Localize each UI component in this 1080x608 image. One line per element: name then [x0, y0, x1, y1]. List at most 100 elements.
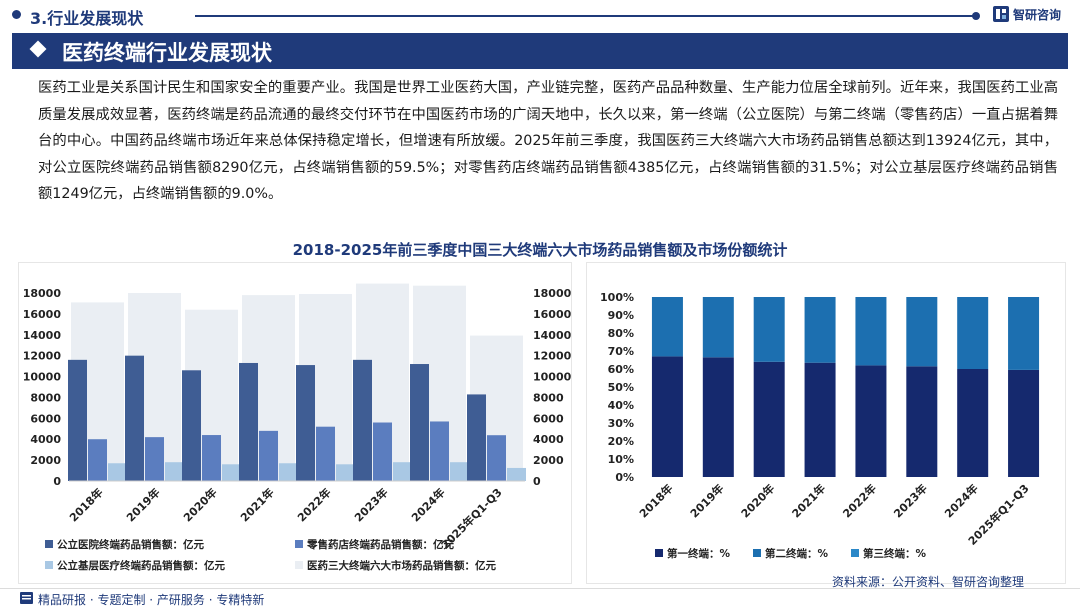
- bar-grassroots: [222, 464, 241, 481]
- bar-hospital: [467, 394, 486, 481]
- x-tick-label: 2021年: [789, 481, 828, 520]
- legend-swatch: [45, 561, 53, 569]
- x-tick-label: 2022年: [840, 481, 879, 520]
- legend-label: 第二终端：%: [765, 547, 828, 560]
- x-tick-label: 2023年: [891, 481, 930, 520]
- x-tick-label: 2024年: [408, 485, 447, 524]
- y-tick-label: 20%: [608, 435, 634, 448]
- x-tick-label: 2021年: [237, 485, 276, 524]
- sales-bar-chart: 0 0 2000 2000 4000 4000 6000 6000 8000 8000 10000 1…: [23, 283, 572, 572]
- y-tick-label-left: 16000: [23, 308, 62, 321]
- y-tick-label: 70%: [608, 345, 634, 358]
- chart-title: 2018-2025年前三季度中国三大终端六大市场药品销售额及市场份额统计: [292, 241, 788, 259]
- x-tick-label: 2018年: [636, 481, 675, 520]
- legend-label: 公立医院终端药品销售额：亿元: [57, 538, 204, 551]
- bar-hospital: [296, 365, 315, 481]
- y-tick-label-right: 0: [533, 475, 541, 488]
- bar-retail: [145, 437, 164, 481]
- y-tick-label-right: 14000: [533, 329, 571, 342]
- bar-hospital: [125, 355, 144, 481]
- legend-label: 第一终端：%: [667, 547, 730, 560]
- stacked-segment: [855, 365, 887, 477]
- y-tick-label: 10%: [608, 453, 634, 466]
- y-tick-label-left: 18000: [23, 287, 62, 300]
- y-tick-label-left: 12000: [23, 350, 62, 363]
- stacked-segment: [753, 361, 785, 477]
- y-tick-label-right: 18000: [533, 287, 571, 300]
- brand-name: 智研咨询: [1013, 8, 1062, 22]
- top-header: 3.行业发展现状 智研咨询: [0, 0, 1080, 30]
- stacked-segment: [702, 357, 734, 477]
- y-tick-label: 50%: [608, 381, 634, 394]
- legend-swatch: [753, 549, 761, 557]
- y-tick-label: 80%: [608, 327, 634, 340]
- legend-swatch: [851, 549, 859, 557]
- diamond-icon: [29, 40, 47, 58]
- bar-hospital: [353, 359, 372, 481]
- bar-hospital: [182, 370, 201, 481]
- y-tick-label-left: 0: [53, 475, 61, 488]
- stacked-segment: [957, 369, 989, 477]
- source-note: 资料来源：公开资料、智研咨询整理: [832, 575, 1025, 589]
- x-tick-label: 2024年: [941, 481, 980, 520]
- y-tick-label-left: 4000: [30, 433, 61, 446]
- x-tick-label: 2018年: [66, 485, 105, 524]
- bar-retail: [316, 426, 335, 481]
- stacked-segment: [855, 297, 887, 366]
- y-tick-label-right: 2000: [533, 454, 564, 467]
- stacked-segment: [804, 362, 836, 477]
- section-bullet-icon: [12, 10, 21, 19]
- y-tick-label-left: 10000: [23, 371, 62, 384]
- stacked-segment: [753, 297, 785, 362]
- y-tick-label-left: 2000: [30, 454, 61, 467]
- y-tick-label-right: 4000: [533, 433, 564, 446]
- stacked-segment: [906, 297, 938, 367]
- intro-paragraph: 医药工业是关系国计民生和国家安全的重要产业。我国是世界工业医药大国，产业链完整，…: [38, 80, 1058, 202]
- share-chart-panel: 0% 10% 20% 30% 40% 50% 60% 70% 80% 90% 100% 2018年 20…: [586, 262, 1066, 584]
- x-tick-label: 2020年: [180, 485, 219, 524]
- x-tick-label: 2022年: [294, 485, 333, 524]
- legend-swatch: [295, 561, 303, 569]
- stacked-segment: [804, 297, 836, 363]
- bar-grassroots: [279, 463, 298, 481]
- legend-swatch: [655, 549, 663, 557]
- x-tick-label: 2020年: [738, 481, 777, 520]
- bar-retail: [430, 421, 449, 481]
- stacked-segment: [702, 297, 734, 358]
- bar-retail: [88, 439, 107, 481]
- legend-label: 公立基层医疗终端药品销售额：亿元: [57, 559, 225, 572]
- share-stacked-bar-chart: 0% 10% 20% 30% 40% 50% 60% 70% 80% 90% 100% 2018年 20…: [600, 291, 1040, 560]
- bar-grassroots: [450, 462, 469, 481]
- stacked-segment: [906, 366, 938, 477]
- bar-grassroots: [393, 462, 412, 481]
- y-tick-label: 100%: [600, 291, 634, 304]
- bar-grassroots: [336, 464, 355, 481]
- section-title: 3.行业发展现状: [30, 9, 144, 28]
- y-tick-label-left: 8000: [30, 391, 61, 404]
- y-tick-label-left: 6000: [30, 412, 61, 425]
- sales-chart-panel: 0 0 2000 2000 4000 4000 6000 6000 8000 8000 10000 1…: [18, 262, 572, 584]
- stacked-segment: [1008, 369, 1040, 477]
- y-tick-label-right: 12000: [533, 350, 571, 363]
- bar-hospital: [68, 359, 87, 481]
- y-tick-label-right: 8000: [533, 391, 564, 404]
- y-tick-label-right: 16000: [533, 308, 571, 321]
- report-icon: [20, 592, 33, 604]
- legend-swatch: [45, 540, 53, 548]
- y-tick-label-right: 6000: [533, 412, 564, 425]
- legend-swatch: [295, 540, 303, 548]
- page-title: 医药终端行业发展现状: [62, 41, 272, 65]
- y-tick-label: 0%: [615, 471, 634, 484]
- bar-hospital: [239, 362, 258, 481]
- y-tick-label: 30%: [608, 417, 634, 430]
- bar-retail: [202, 435, 221, 481]
- bar-retail: [487, 435, 506, 481]
- stacked-segment: [651, 297, 683, 357]
- bar-grassroots: [108, 463, 127, 481]
- y-tick-label-left: 14000: [23, 329, 62, 342]
- bar-grassroots: [165, 462, 184, 481]
- x-tick-label: 2019年: [123, 485, 162, 524]
- stacked-segment: [1008, 297, 1040, 370]
- stacked-segment: [957, 297, 989, 369]
- x-tick-label: 2023年: [351, 485, 390, 524]
